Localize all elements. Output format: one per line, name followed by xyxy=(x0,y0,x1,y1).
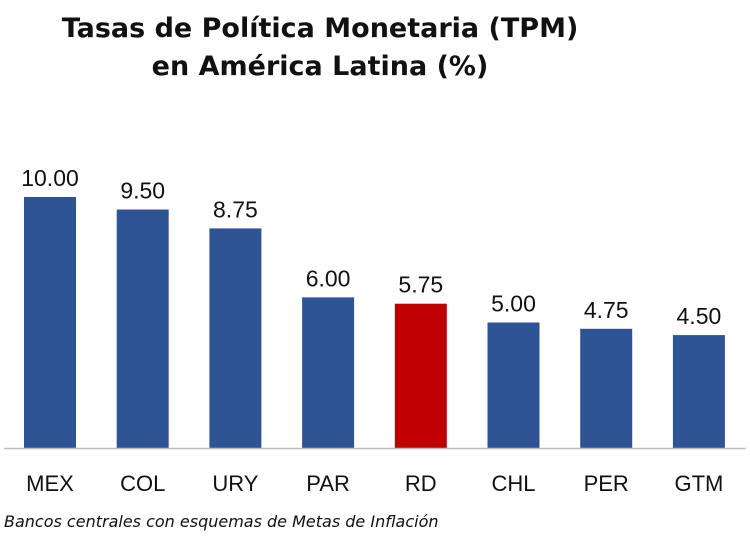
value-label-rd: 5.75 xyxy=(398,272,443,298)
value-label-col: 9.50 xyxy=(120,178,165,204)
value-label-mex: 10.00 xyxy=(21,165,79,191)
bar-chl xyxy=(487,322,540,448)
chart-title-line-1: Tasas de Política Monetaria (TPM) xyxy=(62,13,579,44)
category-label-per: PER xyxy=(584,471,629,496)
category-label-ury: URY xyxy=(212,471,258,496)
category-label-chl: CHL xyxy=(491,471,535,496)
value-label-per: 4.75 xyxy=(584,297,629,323)
chart-title-line-2: en América Latina (%) xyxy=(152,51,489,82)
bar-series: 10.00 MEX 9.50 COL 8.75 URY 6.00 PAR 5.75 RD 5.00 C… xyxy=(21,165,725,496)
category-label-par: PAR xyxy=(306,471,350,496)
category-label-mex: MEX xyxy=(26,471,74,496)
bar-mex xyxy=(24,197,76,448)
footnote: Bancos centrales con esquemas de Metas d… xyxy=(4,512,439,531)
chart-title: Tasas de Política Monetaria (TPM) en Amé… xyxy=(62,13,579,82)
bar-ury xyxy=(209,228,262,448)
bar-par xyxy=(302,297,355,448)
bar-per xyxy=(580,328,633,448)
category-label-gtm: GTM xyxy=(674,471,723,496)
value-label-chl: 5.00 xyxy=(491,291,536,317)
value-label-gtm: 4.50 xyxy=(677,303,722,329)
bar-gtm xyxy=(672,335,725,449)
bar-col xyxy=(116,209,169,448)
bar-rd xyxy=(394,303,447,448)
category-label-col: COL xyxy=(120,471,165,496)
value-label-par: 6.00 xyxy=(306,265,351,291)
category-label-rd: RD xyxy=(405,471,437,496)
value-label-ury: 8.75 xyxy=(213,196,258,222)
